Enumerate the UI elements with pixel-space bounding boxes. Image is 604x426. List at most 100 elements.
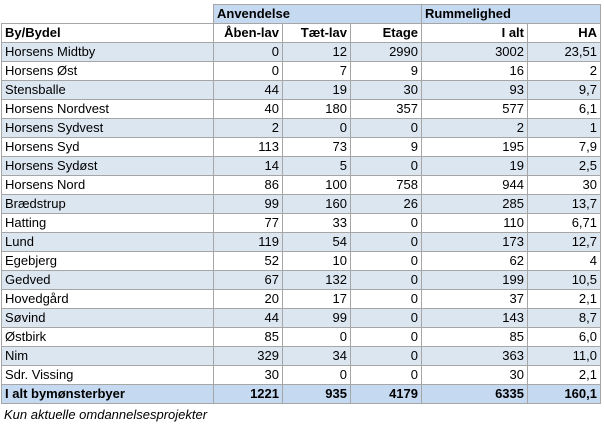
row-label: Horsens Sydøst: [1, 156, 214, 176]
cell: 132: [282, 270, 351, 290]
cell: 363: [421, 346, 528, 366]
group-header: Anvendelse: [213, 4, 422, 24]
cell: 7: [282, 61, 351, 81]
column-header: HA: [527, 23, 601, 43]
row-label: Lund: [1, 232, 214, 252]
row-label: Østbirk: [1, 327, 214, 347]
total-cell: 935: [282, 384, 351, 404]
cell: 0: [213, 61, 283, 81]
cell: 0: [350, 365, 422, 385]
total-cell: 4179: [350, 384, 422, 404]
cell: 6,1: [527, 99, 601, 119]
total-row: I alt bymønsterbyer 1221 935 4179 6335 160,1: [1, 384, 601, 404]
column-header: By/Bydel: [1, 23, 214, 43]
cell: 16: [421, 61, 528, 81]
row-label: Stensballe: [1, 80, 214, 100]
cell: 285: [421, 194, 528, 214]
cell: 0: [213, 42, 283, 62]
cell: 23,51: [527, 42, 601, 62]
cell: 30: [350, 80, 422, 100]
cell: 85: [421, 327, 528, 347]
cell: 100: [282, 175, 351, 195]
table-wrap: Anvendelse Rummelighed By/Bydel Åben-lav T…: [1, 4, 601, 426]
cell: 143: [421, 308, 528, 328]
cell: 119: [213, 232, 283, 252]
cell: 3002: [421, 42, 528, 62]
cell: 758: [350, 175, 422, 195]
data-row: Horsens Nord 86 100 758 944 30: [1, 175, 601, 195]
cell: 44: [213, 308, 283, 328]
data-row: Horsens Sydvest 2 0 0 2 1: [1, 118, 601, 138]
column-header-row: By/Bydel Åben-lav Tæt-lav Etage I alt HA: [1, 23, 601, 43]
cell: 160: [282, 194, 351, 214]
cell: 37: [421, 289, 528, 309]
total-cell: 160,1: [527, 384, 601, 404]
data-row: Horsens Sydøst 14 5 0 19 2,5: [1, 156, 601, 176]
row-label: Gedved: [1, 270, 214, 290]
cell: 85: [213, 327, 283, 347]
cell: 30: [527, 175, 601, 195]
cell: 73: [282, 137, 351, 157]
cell: 2: [421, 118, 528, 138]
data-row: Stensballe 44 19 30 93 9,7: [1, 80, 601, 100]
cell: 17: [282, 289, 351, 309]
total-cell: 1221: [213, 384, 283, 404]
cell: 30: [421, 365, 528, 385]
cell: 0: [350, 213, 422, 233]
cell: 4: [527, 251, 601, 271]
group-header: Rummelighed: [421, 4, 601, 24]
data-row: Søvind 44 99 0 143 8,7: [1, 308, 601, 328]
row-label: Horsens Nordvest: [1, 99, 214, 119]
cell: 110: [421, 213, 528, 233]
cell: 5: [282, 156, 351, 176]
row-label: Hovedgård: [1, 289, 214, 309]
data-row: Horsens Øst 0 7 9 16 2: [1, 61, 601, 81]
cell: 54: [282, 232, 351, 252]
footnote: Kun aktuelle omdannelsesprojekter: [4, 407, 208, 422]
cell: 93: [421, 80, 528, 100]
cell: 14: [213, 156, 283, 176]
cell: 0: [350, 232, 422, 252]
cell: 77: [213, 213, 283, 233]
cell: 9: [350, 61, 422, 81]
cell: 0: [350, 251, 422, 271]
cell: 9,7: [527, 80, 601, 100]
row-label: Horsens Midtby: [1, 42, 214, 62]
total-cell: 6335: [421, 384, 528, 404]
cell: 12,7: [527, 232, 601, 252]
cell: 0: [350, 156, 422, 176]
column-header: Tæt-lav: [282, 23, 351, 43]
cell: 30: [213, 365, 283, 385]
cell: 44: [213, 80, 283, 100]
cell: 8,7: [527, 308, 601, 328]
row-label: Hatting: [1, 213, 214, 233]
cell: 33: [282, 213, 351, 233]
cell: 0: [350, 270, 422, 290]
row-label: Horsens Øst: [1, 61, 214, 81]
row-label: Horsens Sydvest: [1, 118, 214, 138]
data-row: Hovedgård 20 17 0 37 2,1: [1, 289, 601, 309]
cell: 13,7: [527, 194, 601, 214]
cell: 0: [350, 308, 422, 328]
table: Anvendelse Rummelighed By/Bydel Åben-lav T…: [1, 4, 601, 404]
row-label: Egebjerg: [1, 251, 214, 271]
total-label: I alt bymønsterbyer: [1, 384, 214, 404]
row-label: Horsens Syd: [1, 137, 214, 157]
cell: 2,5: [527, 156, 601, 176]
cell: 52: [213, 251, 283, 271]
data-row: Egebjerg 52 10 0 62 4: [1, 251, 601, 271]
cell: 19: [282, 80, 351, 100]
cell: 2,1: [527, 365, 601, 385]
cell: 86: [213, 175, 283, 195]
cell: 7,9: [527, 137, 601, 157]
cell: 9: [350, 137, 422, 157]
cell: 6,71: [527, 213, 601, 233]
data-row: Horsens Midtby 0 12 2990 3002 23,51: [1, 42, 601, 62]
data-row: Gedved 67 132 0 199 10,5: [1, 270, 601, 290]
row-label: Nim: [1, 346, 214, 366]
column-header: Etage: [350, 23, 422, 43]
cell: 20: [213, 289, 283, 309]
cell: 10,5: [527, 270, 601, 290]
cell: 62: [421, 251, 528, 271]
